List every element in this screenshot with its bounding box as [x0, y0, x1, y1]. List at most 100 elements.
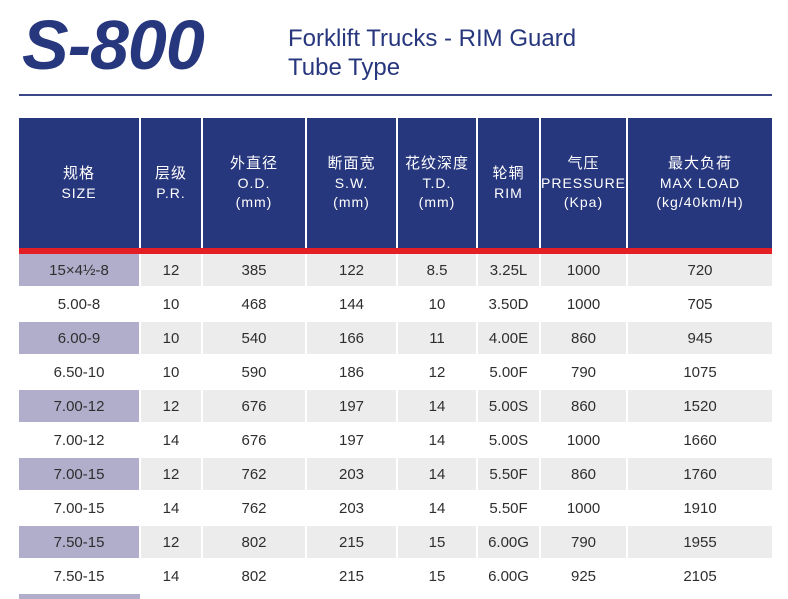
header-zh: 气压 [567, 155, 600, 172]
table-cell: 1760 [626, 456, 772, 491]
table-row: 6.50-10 10 590 186 12 5.00F 790 1075 [19, 354, 772, 389]
header-en: O.D. [237, 175, 271, 191]
table-cell: 12 [139, 248, 202, 287]
table-cell: 6.00G [476, 558, 540, 592]
header-unit: (mm) [333, 194, 370, 210]
column-header-pressure: 气压 PRESSURE (Kpa) [539, 118, 627, 251]
table-cell: 10 [139, 354, 202, 389]
header-zh: 规格 [62, 164, 95, 182]
table-cell: 5.00-8 [19, 286, 140, 321]
table-cell: 468 [201, 286, 306, 321]
table-cell: 802 [201, 558, 306, 592]
table-cell: 203 [305, 456, 397, 491]
table-cell: 945 [626, 320, 772, 355]
table-cell: 4.00E [476, 320, 540, 355]
table-cell: 590 [201, 354, 306, 389]
table-cell: 8.5 [396, 248, 477, 287]
header-en: SIZE [61, 184, 97, 201]
header-zh: 花纹深度 [404, 155, 469, 172]
table-cell: 385 [201, 248, 306, 287]
table-cell: 144 [305, 286, 397, 321]
table-cell: 14 [396, 490, 477, 525]
table-cell: 5.00S [476, 388, 540, 423]
table-cell: 1000 [539, 248, 627, 287]
table-cell: 5.50F [476, 490, 540, 525]
table-cell: 1000 [539, 490, 627, 525]
spec-table-body: 15×4½-8 12 385 122 8.5 3.25L 1000 720 5.00-8 10 46… [19, 248, 772, 592]
table-cell: 215 [305, 558, 397, 592]
table-cell: 1520 [626, 388, 772, 423]
subtitle-line-1: Forklift Trucks - RIM Guard [288, 25, 577, 52]
table-cell: 197 [305, 388, 397, 423]
table-cell: 12 [139, 524, 202, 559]
table-cell: 3.50D [476, 286, 540, 321]
table-cell: 1955 [626, 524, 772, 559]
table-cell: 762 [201, 490, 306, 525]
table-cell: 925 [539, 558, 627, 592]
column-header-max-load: 最大负荷 MAX LOAD (kg/40km/H) [626, 118, 772, 251]
table-cell: 540 [201, 320, 306, 355]
table-cell: 1000 [539, 286, 627, 321]
table-row: 7.00-15 12 762 203 14 5.50F 860 1760 [19, 456, 772, 491]
column-header-p-r: 层级 P.R. [139, 118, 202, 251]
table-cell: 15 [396, 558, 477, 592]
table-cell: 166 [305, 320, 397, 355]
column-header-rim: 轮辋 RIM [476, 118, 540, 251]
table-cell: 7.00-15 [19, 456, 140, 491]
table-cell: 5.00S [476, 422, 540, 457]
product-subtitle: Forklift Trucks - RIM Guard Tube Type [288, 24, 576, 82]
table-cell: 12 [139, 456, 202, 491]
header-divider [19, 94, 772, 96]
column-header-s-w: 断面宽 S.W. (mm) [305, 118, 397, 251]
table-cell: 860 [539, 388, 627, 423]
table-cell: 14 [139, 490, 202, 525]
table-cell: 10 [139, 320, 202, 355]
table-cell: 197 [305, 422, 397, 457]
column-header-t-d: 花纹深度 T.D. (mm) [396, 118, 477, 251]
table-cell: 1910 [626, 490, 772, 525]
table-cell: 802 [201, 524, 306, 559]
table-cell: 14 [396, 388, 477, 423]
table-cell: 790 [539, 354, 627, 389]
table-row: 7.00-12 12 676 197 14 5.00S 860 1520 [19, 388, 772, 423]
table-cell: 676 [201, 422, 306, 457]
header-en: RIM [494, 184, 523, 201]
subtitle-line-2: Tube Type [288, 54, 401, 81]
table-cell: 3.25L [476, 248, 540, 287]
table-cell: 6.00-9 [19, 320, 140, 355]
header-unit: (mm) [235, 194, 273, 210]
table-row: 15×4½-8 12 385 122 8.5 3.25L 1000 720 [19, 248, 772, 287]
table-row: 7.00-12 14 676 197 14 5.00S 1000 1660 [19, 422, 772, 457]
table-cell: 7.50-15 [19, 524, 140, 559]
table-row: 6.00-9 10 540 166 11 4.00E 860 945 [19, 320, 772, 355]
table-cell: 7.00-12 [19, 422, 140, 457]
table-row: 5.00-8 10 468 144 10 3.50D 1000 705 [19, 286, 772, 321]
spec-table: 规格 SIZE 层级 P.R. 外直径 O.D. (mm) 断面宽 S.W. (mm) 花纹深度 T.… [19, 118, 772, 592]
table-row: 7.50-15 14 802 215 15 6.00G 925 2105 [19, 558, 772, 592]
spec-table-header: 规格 SIZE 层级 P.R. 外直径 O.D. (mm) 断面宽 S.W. (mm) 花纹深度 T.… [19, 118, 772, 251]
column-header-o-d: 外直径 O.D. (mm) [201, 118, 306, 251]
header-row: 规格 SIZE 层级 P.R. 外直径 O.D. (mm) 断面宽 S.W. (mm) 花纹深度 T.… [19, 118, 772, 251]
header-zh: 轮辋 [492, 164, 525, 182]
table-cell: 860 [539, 456, 627, 491]
table-cell: 10 [396, 286, 477, 321]
table-cell: 7.00-12 [19, 388, 140, 423]
table-cell: 14 [139, 422, 202, 457]
table-cell: 2105 [626, 558, 772, 592]
table-cell: 1000 [539, 422, 627, 457]
table-cell: 7.50-15 [19, 558, 140, 592]
table-cell: 7.00-15 [19, 490, 140, 525]
header-en: PRESSURE [541, 175, 627, 191]
header-en: P.R. [156, 184, 186, 201]
table-cell: 11 [396, 320, 477, 355]
table-cell: 5.50F [476, 456, 540, 491]
table-cell: 203 [305, 490, 397, 525]
table-cell: 1660 [626, 422, 772, 457]
table-cell: 860 [539, 320, 627, 355]
table-cell: 122 [305, 248, 397, 287]
table-cell: 12 [139, 388, 202, 423]
next-row-edge [19, 594, 140, 599]
table-cell: 12 [396, 354, 477, 389]
table-cell: 14 [396, 422, 477, 457]
table-cell: 215 [305, 524, 397, 559]
